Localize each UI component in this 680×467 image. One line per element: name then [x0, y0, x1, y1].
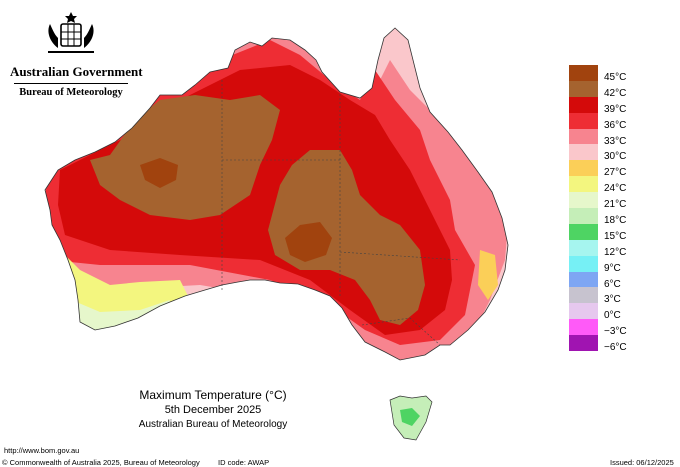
legend-label: 30°C [604, 151, 627, 163]
zone-42-45-central [268, 150, 425, 325]
legend-swatch [569, 128, 598, 145]
footer-id-code: ID code: AWAP [218, 458, 270, 467]
legend-label: 42°C [604, 87, 627, 99]
legend-swatch [569, 96, 598, 113]
legend-label: 0°C [604, 310, 621, 322]
zone-45-central [285, 222, 332, 262]
government-branding: Australian Government Bureau of Meteorol… [10, 10, 143, 98]
legend-label: −3°C [604, 326, 627, 338]
zone-42-45-west [90, 95, 280, 220]
legend-swatch [569, 271, 598, 288]
footer-issued: Issued: 06/12/2025 [610, 458, 674, 467]
legend-label: 24°C [604, 183, 627, 195]
map-title: Maximum Temperature (°C) [139, 388, 287, 402]
legend-swatch [569, 287, 598, 304]
legend-label: 12°C [604, 246, 627, 258]
legend-swatch [569, 223, 598, 240]
legend-swatch [569, 335, 598, 352]
legend-swatch [569, 160, 598, 177]
zone-27-30-east [478, 250, 498, 300]
map-date: 5th December 2025 [164, 404, 262, 416]
legend-swatch [569, 192, 598, 209]
legend-swatch [569, 112, 598, 129]
legend-swatch [569, 208, 598, 224]
map-caption: Maximum Temperature (°C) 5th December 20… [118, 388, 308, 431]
legend-label: 9°C [604, 262, 621, 274]
legend-label: 27°C [604, 167, 627, 179]
branding-divider [14, 83, 128, 84]
legend-swatch [569, 65, 598, 81]
australia-coastline [44, 27, 509, 361]
map-agency: Australian Bureau of Meteorology [138, 419, 288, 430]
legend-swatch [569, 319, 598, 336]
border-qld-nsw [339, 251, 461, 261]
legend-swatch [569, 255, 598, 272]
legend-swatch [569, 144, 598, 161]
bureau-name: Bureau of Meteorology [19, 87, 123, 98]
legend-swatch [569, 239, 598, 256]
zone-45-west [140, 158, 178, 188]
government-name: Australian Government [10, 64, 143, 79]
legend-label: 6°C [604, 278, 621, 290]
border-nsw-vic [361, 317, 441, 346]
footer-copyright: © Commonwealth of Australia 2025, Bureau… [2, 458, 200, 467]
legend-label: 3°C [604, 294, 621, 306]
legend-label: 39°C [604, 103, 627, 115]
footer-url[interactable]: http://www.bom.gov.au [4, 446, 80, 455]
legend-label: 18°C [604, 215, 627, 227]
legend-label: 33°C [604, 135, 627, 147]
legend-label: 21°C [604, 199, 627, 211]
legend-label: 36°C [604, 119, 627, 131]
legend-label: −6°C [604, 342, 627, 354]
legend-swatch [569, 176, 598, 193]
legend-swatch [569, 303, 598, 320]
legend-label: 15°C [604, 230, 627, 242]
state-borders [221, 80, 461, 346]
legend-swatch [569, 80, 598, 97]
coat-of-arms-icon [48, 12, 94, 53]
zone-15-18-tasmania [400, 408, 420, 426]
legend-label: 45°C [604, 72, 627, 83]
